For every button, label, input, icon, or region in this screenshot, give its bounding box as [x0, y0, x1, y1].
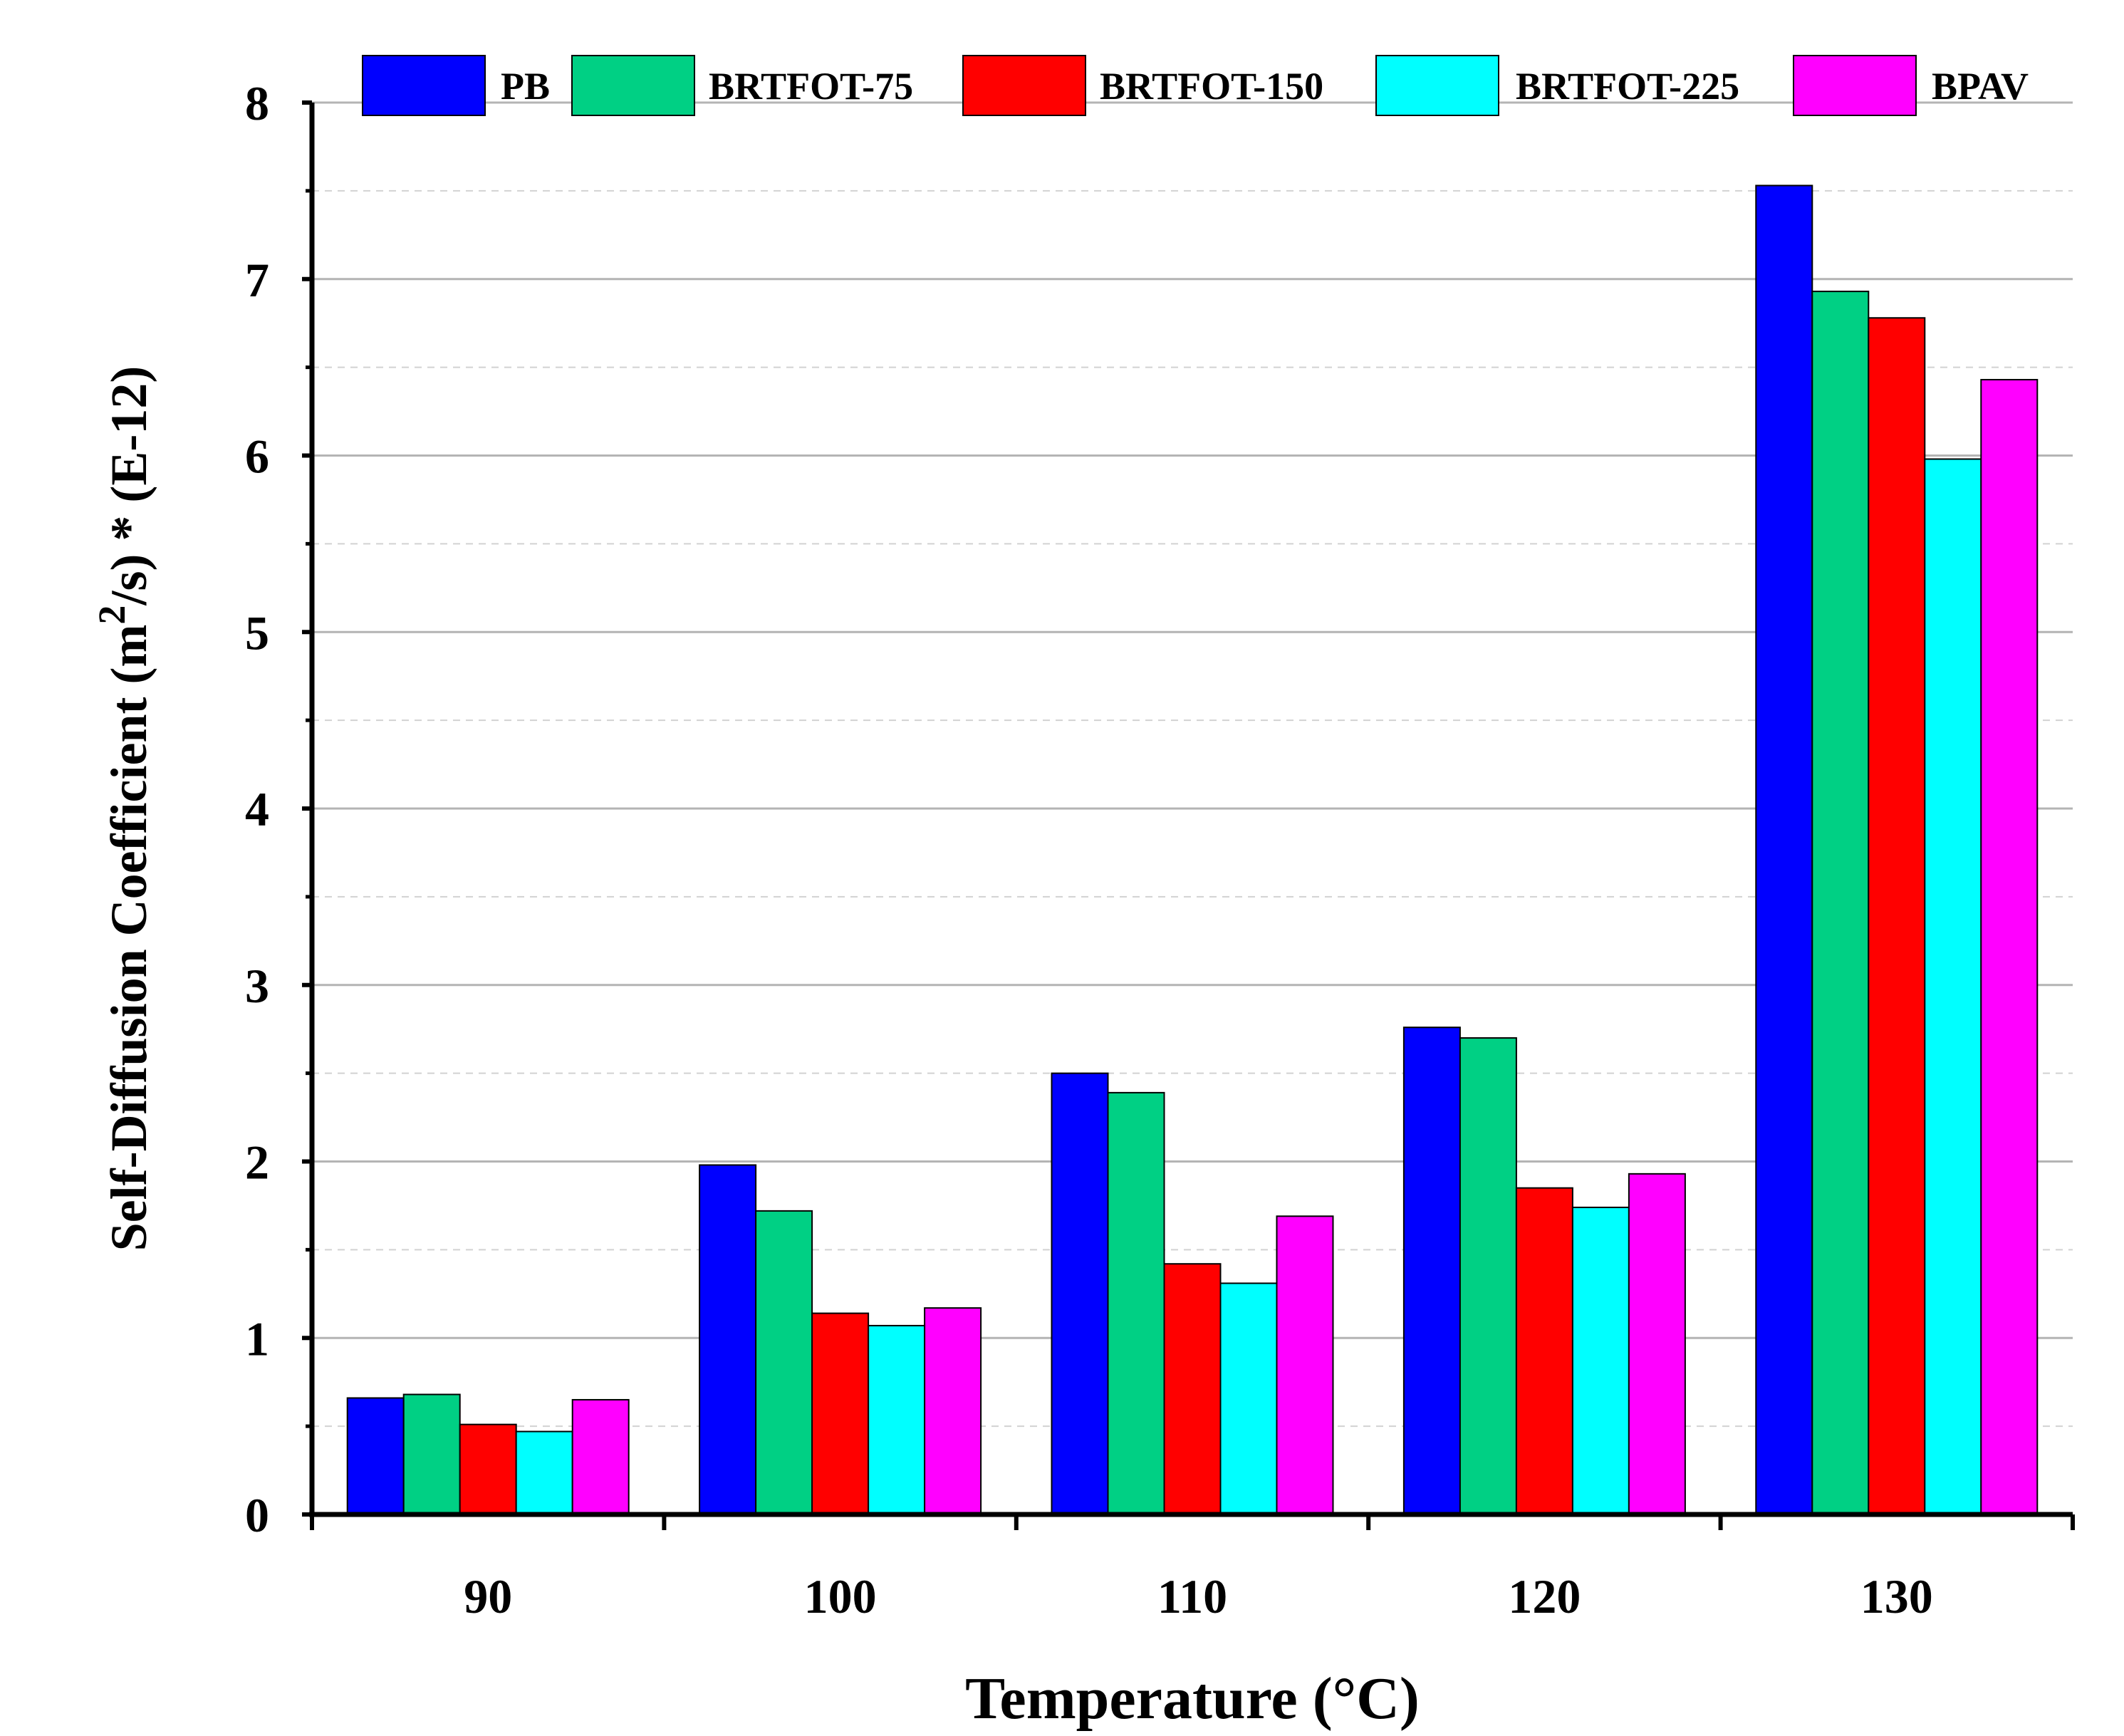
- bar-brtfot-225-90: [515, 1430, 573, 1515]
- bar-brtfot-225-110: [1219, 1282, 1278, 1515]
- legend-label-brtfot-150: BRTFOT-150: [1100, 65, 1323, 108]
- y-tick-label: 4: [245, 782, 269, 836]
- y-axis-title-suffix: /s) * (E-12): [100, 366, 157, 606]
- legend-label-brtfot-225: BRTFOT-225: [1516, 65, 1739, 108]
- y-tick-label: 3: [245, 959, 269, 1013]
- legend-label-bpav: BPAV: [1932, 65, 2029, 108]
- y-axis-title-superscript: 2: [90, 605, 133, 625]
- y-ticks: 0 1 2 3 4 5 6 7 8: [245, 76, 312, 1542]
- y-tick-label: 5: [245, 605, 269, 660]
- bar-pb-110: [1051, 1072, 1109, 1515]
- legend-swatch-bpav: [1793, 55, 1917, 116]
- legend-swatch-brtfot-150: [962, 55, 1086, 116]
- x-tick-label: 90: [464, 1569, 512, 1623]
- legend-swatch-pb: [362, 55, 486, 116]
- x-ticks: 90 100 110 120 130: [310, 1514, 2075, 1623]
- bar-bpav-120: [1628, 1173, 1686, 1516]
- bar-bpav-110: [1276, 1215, 1334, 1515]
- y-tick-label: 2: [245, 1135, 269, 1190]
- bar-pb-100: [699, 1164, 757, 1515]
- x-tick-label: 110: [1157, 1569, 1227, 1623]
- bar-pb-120: [1402, 1026, 1461, 1515]
- bar-brtfot-75-130: [1811, 291, 1870, 1515]
- legend: PB BRTFOT-75 BRTFOT-150 BRTFOT-225 BPAV: [362, 55, 2029, 116]
- bar-brtfot-75-120: [1459, 1037, 1517, 1515]
- bar-bpav-100: [924, 1307, 982, 1515]
- y-tick-label: 8: [245, 76, 269, 130]
- legend-label-brtfot-75: BRTFOT-75: [709, 65, 913, 108]
- legend-swatch-brtfot-75: [571, 55, 695, 116]
- y-axis-title-prefix: Self-Diffusion Coefficient (m: [100, 625, 157, 1252]
- x-tick-label: 130: [1860, 1569, 1933, 1623]
- x-tick-label: 100: [804, 1569, 877, 1623]
- bar-brtfot-225-120: [1571, 1206, 1630, 1516]
- bar-brtfot-225-100: [868, 1324, 926, 1515]
- bar-brtfot-75-100: [755, 1210, 813, 1515]
- bar-brtfot-150-110: [1163, 1263, 1222, 1515]
- bar-brtfot-75-90: [402, 1393, 461, 1516]
- y-tick-label: 1: [245, 1311, 269, 1366]
- y-axis-title: Self-Diffusion Coefficient (m2/s) * (E-1…: [90, 366, 157, 1252]
- legend-swatch-brtfot-225: [1375, 55, 1499, 116]
- bar-brtfot-225-130: [1924, 458, 1982, 1516]
- bar-brtfot-150-120: [1515, 1187, 1573, 1515]
- y-tick-label: 7: [245, 253, 269, 307]
- bar-brtfot-75-110: [1107, 1091, 1165, 1515]
- x-tick-label: 120: [1508, 1569, 1581, 1623]
- legend-label-pb: PB: [501, 65, 550, 108]
- bars: [346, 184, 2039, 1516]
- bar-brtfot-150-90: [459, 1423, 517, 1515]
- bar-bpav-90: [571, 1398, 630, 1516]
- bar-brtfot-150-100: [811, 1312, 870, 1515]
- bar-brtfot-150-130: [1868, 317, 1926, 1515]
- y-tick-label: 6: [245, 430, 269, 484]
- bar-bpav-130: [1980, 378, 2039, 1515]
- x-axis-title: Temperature (°C): [965, 1665, 1420, 1732]
- y-tick-label: 0: [245, 1488, 269, 1542]
- bar-pb-90: [346, 1397, 405, 1515]
- bar-pb-130: [1755, 184, 1813, 1515]
